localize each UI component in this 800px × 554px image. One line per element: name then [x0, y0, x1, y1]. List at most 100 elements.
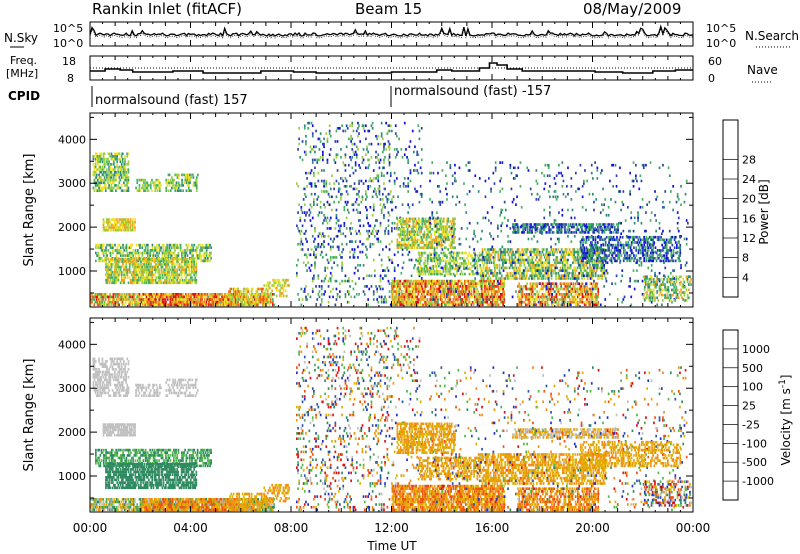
data-cell	[367, 185, 369, 188]
data-cell	[385, 148, 387, 151]
data-cell	[489, 282, 492, 285]
data-cell	[287, 284, 289, 287]
data-cell	[242, 295, 245, 299]
data-cell	[96, 295, 99, 299]
data-cell	[372, 293, 375, 296]
data-cell	[494, 298, 497, 301]
data-cell	[100, 157, 103, 161]
data-cell	[237, 295, 239, 299]
data-cell	[453, 300, 456, 304]
data-cell	[116, 186, 118, 190]
data-cell	[105, 265, 107, 269]
data-cell	[206, 295, 209, 299]
data-cell	[399, 222, 402, 226]
data-cell	[314, 227, 316, 230]
data-cell	[316, 203, 319, 206]
data-cell	[457, 303, 459, 307]
data-cell	[122, 260, 124, 264]
data-cell	[107, 249, 110, 252]
data-cell	[492, 282, 494, 285]
data-cell	[103, 181, 106, 185]
data-cell	[273, 303, 275, 307]
data-cell	[500, 298, 502, 301]
data-cell	[157, 303, 160, 307]
data-cell	[177, 303, 180, 307]
data-cell	[199, 254, 201, 257]
data-cell	[366, 274, 368, 278]
data-cell	[421, 270, 423, 273]
data-cell	[422, 241, 425, 244]
data-cell	[444, 298, 447, 301]
data-cell	[462, 285, 465, 288]
data-cell	[171, 303, 174, 307]
data-cell	[167, 303, 170, 307]
data-cell	[160, 268, 163, 271]
data-cell	[406, 300, 408, 304]
data-cell	[497, 290, 500, 293]
data-cell	[134, 251, 137, 255]
data-cell	[109, 243, 112, 247]
power-data-cells	[90, 121, 692, 307]
data-cell	[134, 303, 136, 307]
data-cell	[131, 251, 133, 255]
data-cell	[407, 158, 409, 162]
data-cell	[130, 295, 133, 299]
data-cell	[97, 155, 99, 158]
data-cell	[383, 148, 385, 151]
data-cell	[116, 226, 118, 229]
data-cell	[374, 269, 376, 272]
data-cell	[270, 295, 273, 299]
data-cell	[126, 178, 129, 182]
data-cell	[203, 257, 206, 260]
data-cell	[115, 189, 117, 192]
data-cell	[420, 287, 423, 291]
freq-label-1: Freq.	[10, 54, 37, 67]
data-cell	[486, 287, 489, 291]
data-cell	[472, 257, 474, 260]
data-cell	[324, 266, 326, 270]
data-cell	[442, 285, 445, 288]
data-cell	[174, 254, 176, 257]
data-cell	[385, 274, 387, 278]
data-cell	[431, 290, 433, 293]
data-cell	[168, 271, 171, 274]
data-cell	[103, 170, 106, 174]
data-cell	[454, 228, 456, 231]
data-cell	[326, 200, 329, 204]
data-cell	[430, 238, 433, 242]
data-cell	[264, 289, 267, 292]
data-cell	[440, 228, 443, 231]
data-cell	[171, 281, 174, 285]
data-cell	[382, 166, 384, 170]
data-cell	[397, 298, 399, 301]
data-cell	[501, 287, 503, 291]
data-cell	[232, 290, 235, 293]
data-cell	[207, 300, 209, 304]
data-cell	[423, 220, 426, 223]
data-cell	[203, 251, 206, 255]
data-cell	[296, 224, 298, 228]
data-cell	[264, 298, 267, 301]
data-cell	[166, 278, 168, 282]
data-cell	[109, 295, 111, 299]
data-cell	[183, 268, 185, 271]
data-cell	[471, 295, 474, 299]
data-cell	[179, 271, 182, 274]
data-cell	[104, 189, 107, 192]
data-cell	[199, 251, 201, 255]
data-cell	[124, 268, 126, 271]
data-cell	[494, 290, 497, 293]
data-cell	[115, 254, 118, 257]
cpid-mode-1: normalsound (fast) -157	[394, 84, 551, 99]
data-cell	[94, 160, 97, 163]
data-cell	[144, 249, 147, 252]
data-cell	[340, 232, 342, 235]
data-cell	[303, 232, 306, 235]
data-cell	[107, 263, 109, 266]
data-cell	[339, 127, 341, 130]
data-cell	[351, 166, 354, 170]
data-cell	[148, 281, 150, 285]
data-cell	[199, 300, 202, 304]
data-cell	[303, 253, 306, 257]
data-cell	[366, 195, 368, 199]
